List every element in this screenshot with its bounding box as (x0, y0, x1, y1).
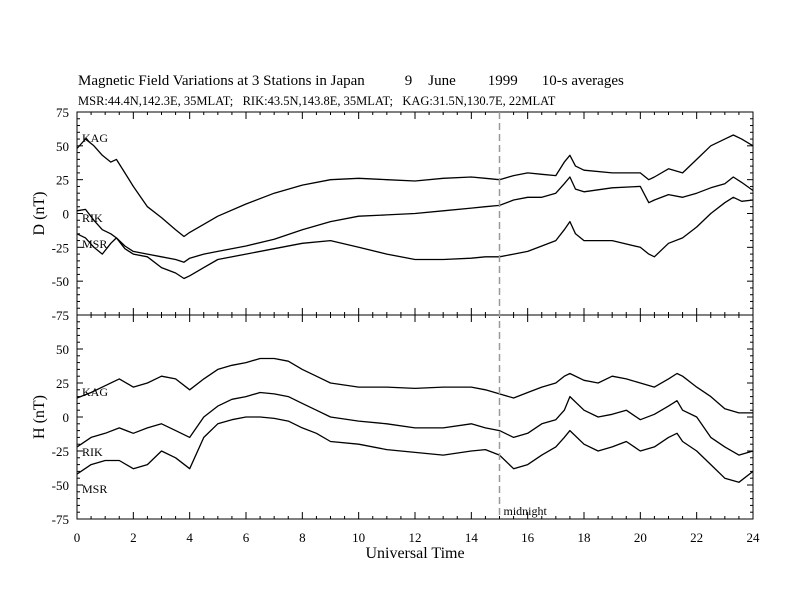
y-axis-label: D (nT) (31, 192, 48, 236)
series-label-kag: KAG (82, 131, 108, 145)
panel-frame-1 (76, 314, 754, 520)
y-tick-label: 25 (56, 173, 69, 188)
x-tick-label: 14 (465, 530, 479, 545)
x-tick-label: 10 (352, 530, 365, 545)
series-line-msr (76, 196, 754, 280)
y-tick-label: -50 (52, 478, 69, 493)
x-axis-label: Universal Time (365, 545, 464, 562)
x-tick-label: 8 (299, 530, 306, 545)
y-tick-label: -25 (52, 444, 69, 459)
x-tick-label: 2 (130, 530, 137, 545)
y-tick-label: 0 (63, 207, 70, 222)
x-tick-label: 20 (634, 530, 647, 545)
title-text: Magnetic Field Variations at 3 Stations … (78, 73, 365, 89)
title-day: 9 (404, 73, 413, 89)
title-month: June (428, 73, 456, 89)
series-line-rik (76, 176, 754, 263)
series-label-rik: RIK (82, 211, 103, 225)
series-label-kag: KAG (82, 385, 108, 399)
chart-subtitle: MSR:44.4N,142.3E, 35MLAT; RIK:43.5N,143.… (78, 94, 556, 108)
x-tick-label: 22 (690, 530, 703, 545)
x-tick-label: 24 (747, 530, 761, 545)
y-tick-label: -25 (52, 240, 69, 255)
chart-title: Magnetic Field Variations at 3 Stations … (78, 73, 624, 90)
x-tick-label: 18 (578, 530, 591, 545)
series-line-rik (76, 391, 754, 456)
series-line-kag (76, 134, 754, 238)
y-axis-label: H (nT) (31, 395, 48, 439)
title-year: 1999 (487, 73, 518, 89)
y-tick-label: -75 (52, 512, 69, 527)
series-line-msr (76, 416, 754, 483)
series-line-kag (76, 357, 753, 414)
y-tick-label: -75 (52, 308, 69, 323)
y-tick-label: 75 (56, 105, 69, 120)
y-tick-label: 50 (56, 342, 69, 357)
x-tick-label: 0 (74, 530, 81, 545)
y-tick-label: 25 (56, 376, 69, 391)
midnight-label: midnight (504, 504, 548, 518)
x-tick-label: 4 (186, 530, 193, 545)
series-label-msr: MSR (82, 237, 107, 251)
title-averaging: 10-s averages (541, 73, 624, 89)
x-tick-label: 16 (521, 530, 535, 545)
series-label-rik: RIK (82, 445, 103, 459)
x-tick-label: 6 (243, 530, 250, 545)
series-label-msr: MSR (82, 482, 107, 496)
y-tick-label: -50 (52, 274, 69, 289)
y-tick-label: 0 (63, 410, 70, 425)
x-tick-label: 12 (409, 530, 422, 545)
y-tick-label: 50 (56, 139, 69, 154)
